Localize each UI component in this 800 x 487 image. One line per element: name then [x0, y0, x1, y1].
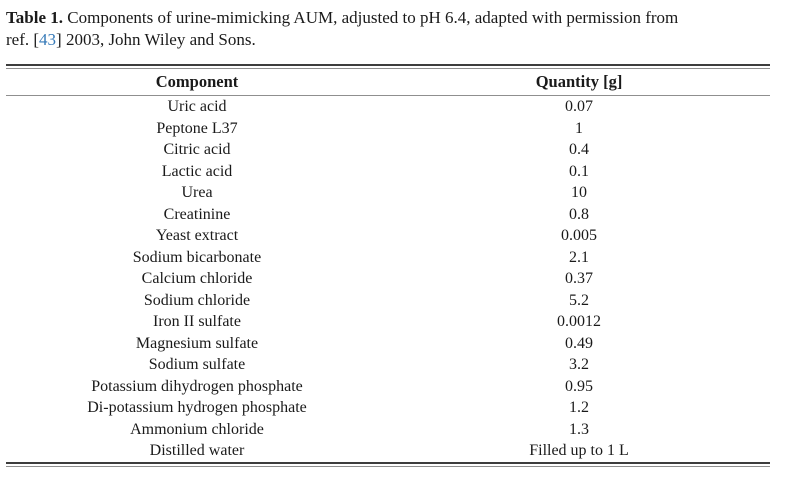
- table-header: Component Quantity [g]: [6, 69, 770, 96]
- quantity-cell: 2.1: [569, 248, 589, 266]
- data-table: Component Quantity [g] Uric acid 0.07 Pept…: [6, 69, 770, 462]
- quantity-cell: Filled up to 1 L: [529, 442, 629, 459]
- component-cell: Potassium dihydrogen phosphate: [91, 377, 303, 395]
- header-component: Component: [6, 69, 388, 96]
- component-cell: Lactic acid: [161, 162, 233, 180]
- table-row: Sodium chloride 5.2: [6, 290, 770, 312]
- header-row: Component Quantity [g]: [6, 69, 770, 96]
- reference-link[interactable]: 43: [39, 30, 57, 49]
- table-row: Di-potassium hydrogen phosphate 1.2: [6, 397, 770, 419]
- component-cell: Peptone L37: [156, 119, 238, 137]
- component-cell: Ammonium chloride: [130, 420, 264, 438]
- caption-text-2b: ] 2003, John Wiley and Sons.: [56, 30, 256, 49]
- caption-line-2: ref. [43] 2003, John Wiley and Sons.: [6, 29, 794, 51]
- quantity-cell: 0.0012: [557, 313, 601, 330]
- table-row: Ammonium chloride 1.3: [6, 419, 770, 441]
- component-cell: Yeast extract: [155, 227, 239, 244]
- component-cell: Di-potassium hydrogen phosphate: [87, 399, 307, 416]
- table-top-rule: [6, 64, 770, 69]
- table-row: Sodium bicarbonate 2.1: [6, 247, 770, 269]
- quantity-cell: 0.49: [565, 334, 593, 352]
- quantity-cell: 1: [575, 119, 583, 137]
- component-cell: Sodium chloride: [143, 291, 251, 309]
- table-row: Iron II sulfate 0.0012: [6, 311, 770, 333]
- caption-line-1: Table 1. Components of urine-mimicking A…: [6, 7, 794, 29]
- table-row: Urea 10: [6, 182, 770, 204]
- table-row: Magnesium sulfate 0.49: [6, 333, 770, 355]
- component-cell: Calcium chloride: [141, 270, 253, 287]
- quantity-cell: 1.2: [569, 399, 589, 416]
- table-bottom-rule: [6, 461, 770, 467]
- table-body: Uric acid 0.07 Peptone L37 1 Citric acid 0.4 L…: [6, 96, 770, 462]
- quantity-cell: 0.95: [565, 377, 593, 395]
- caption-text-2a: ref. [: [6, 30, 40, 49]
- table-row: Citric acid 0.4: [6, 139, 770, 161]
- quantity-cell: 0.07: [565, 98, 593, 115]
- quantity-cell: 5.2: [569, 291, 589, 309]
- table-row: Potassium dihydrogen phosphate 0.95: [6, 376, 770, 398]
- table-row: Yeast extract 0.005: [6, 225, 770, 247]
- component-cell: Creatinine: [163, 205, 231, 223]
- quantity-cell: 0.005: [561, 227, 597, 244]
- quantity-cell: 10: [571, 184, 587, 201]
- table-caption: Table 1. Components of urine-mimicking A…: [6, 7, 794, 51]
- table-row: Distilled water Filled up to 1 L: [6, 440, 770, 462]
- quantity-cell: 1.3: [569, 420, 589, 438]
- quantity-cell: 0.1: [569, 162, 589, 180]
- component-cell: Magnesium sulfate: [135, 334, 259, 352]
- component-cell: Iron II sulfate: [153, 313, 241, 330]
- caption-text-1: Components of urine-mimicking AUM, adjus…: [63, 8, 679, 27]
- component-cell: Sodium bicarbonate: [132, 248, 262, 266]
- header-quantity: Quantity [g]: [388, 69, 770, 96]
- quantity-cell: 0.8: [569, 205, 589, 223]
- quantity-cell: 3.2: [569, 356, 589, 373]
- table-row: Sodium sulfate 3.2: [6, 354, 770, 376]
- table-row: Lactic acid 0.1: [6, 161, 770, 183]
- component-cell: Urea: [181, 184, 213, 201]
- component-cell: Distilled water: [149, 442, 245, 459]
- table-row: Uric acid 0.07: [6, 96, 770, 118]
- table-row: Creatinine 0.8: [6, 204, 770, 226]
- components-table: Component Quantity [g] Uric acid 0.07 Pept…: [6, 64, 770, 467]
- table-row: Calcium chloride 0.37: [6, 268, 770, 290]
- quantity-cell: 0.4: [569, 141, 589, 158]
- component-cell: Sodium sulfate: [148, 356, 246, 373]
- component-cell: Uric acid: [167, 98, 227, 115]
- caption-label: Table 1.: [6, 8, 64, 27]
- quantity-cell: 0.37: [565, 270, 593, 287]
- table-row: Peptone L37 1: [6, 118, 770, 140]
- component-cell: Citric acid: [163, 141, 231, 158]
